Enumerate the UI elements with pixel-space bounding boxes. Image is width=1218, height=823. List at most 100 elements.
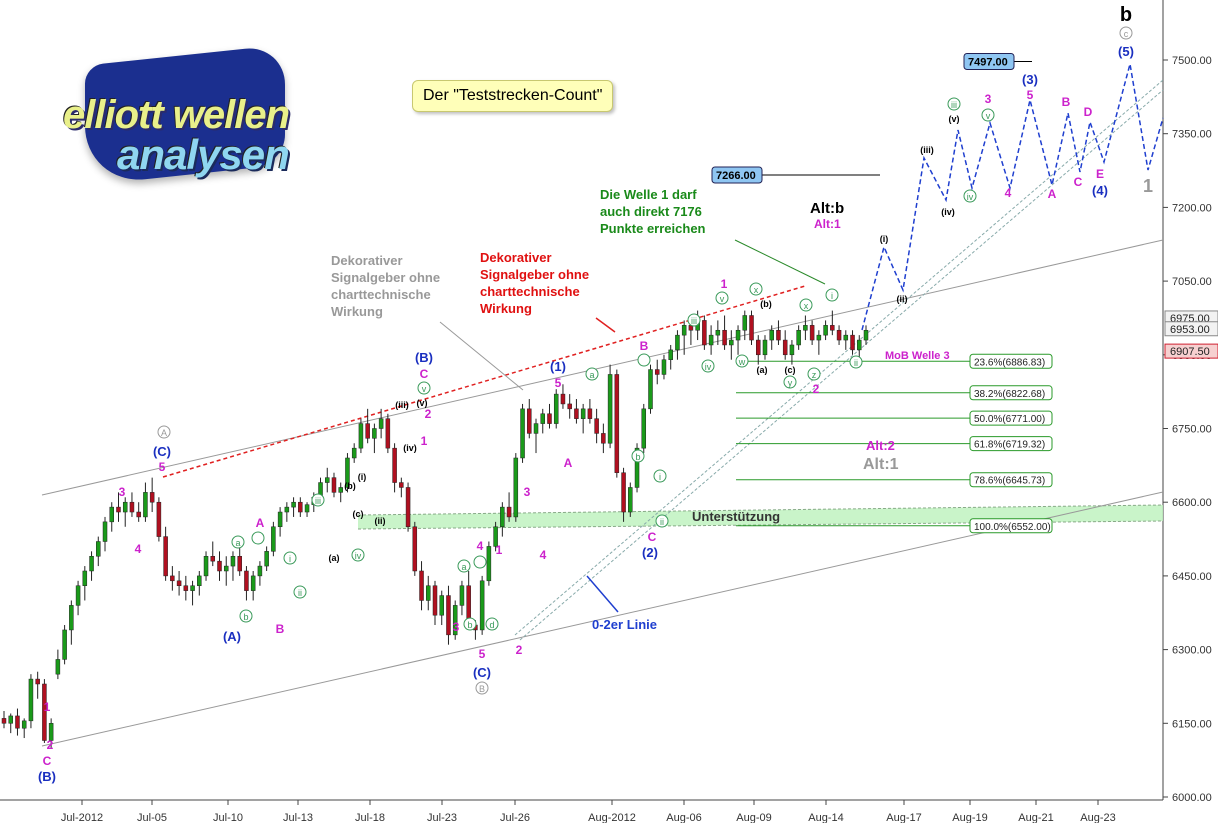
- wave-label-text: b: [635, 452, 640, 462]
- candle: [735, 325, 741, 355]
- wave-label-circled: [251, 531, 265, 545]
- price-label-text: 6907.50: [1170, 346, 1210, 358]
- candle: [122, 497, 128, 527]
- candle: [863, 325, 869, 345]
- candle-body: [735, 329, 741, 341]
- candle-body: [506, 506, 512, 518]
- candle: [257, 561, 263, 586]
- candle-body: [176, 580, 182, 586]
- wave-label: B: [640, 339, 649, 353]
- annotation-line: Dekorativer: [331, 253, 403, 268]
- candle-body: [594, 418, 599, 434]
- candle-body: [621, 472, 626, 513]
- candle-body: [836, 329, 842, 341]
- candle: [176, 570, 182, 596]
- candle: [277, 507, 283, 537]
- y-tick-label: 6450.00: [1172, 571, 1212, 583]
- wave-label-circled: v: [417, 381, 431, 395]
- annotation-altb: Alt:b: [810, 200, 844, 217]
- wave-label-circle: [463, 617, 477, 631]
- elliott-wellen-logo: elliott wellen analysen: [55, 44, 315, 195]
- candle: [69, 600, 74, 645]
- target-label-text: 7497.00: [968, 56, 1008, 68]
- candle-body: [217, 560, 222, 572]
- wave-label: (4): [1092, 183, 1108, 198]
- candle: [399, 477, 404, 498]
- candle: [527, 399, 532, 439]
- candlesticks: [1, 310, 869, 748]
- wave-label: (c): [785, 365, 796, 375]
- candle-body: [257, 565, 263, 577]
- candle-body: [8, 715, 13, 724]
- wave-label-text: B: [479, 684, 485, 694]
- wave-label: (i): [880, 234, 889, 244]
- candle-body: [385, 418, 391, 449]
- candle: [621, 467, 626, 522]
- wave-label-circle: [417, 381, 431, 395]
- wave-label-circled: y: [783, 375, 797, 389]
- wave-label: C: [43, 754, 52, 768]
- wave-label-circled: i: [283, 551, 297, 565]
- candle-body: [82, 570, 88, 586]
- candle-body: [197, 575, 202, 586]
- target-levels: 7497.00 7266.00: [711, 52, 1032, 184]
- fib-label-box: [969, 472, 1053, 488]
- wave-label: 2: [425, 407, 432, 421]
- candle: [372, 423, 377, 454]
- wave-label-circled: x: [749, 282, 763, 296]
- candle-body: [769, 329, 774, 341]
- candle-body: [116, 506, 121, 513]
- fib-label: 50.0%(6771.00): [969, 410, 1053, 426]
- candle: [250, 570, 256, 601]
- wave-label-circle: [311, 493, 325, 507]
- candle-body: [250, 575, 256, 591]
- candle-body: [102, 521, 108, 542]
- wave-label: 1: [421, 434, 428, 448]
- candle: [459, 580, 465, 616]
- candle: [614, 369, 620, 478]
- candle-body: [850, 334, 855, 351]
- wave-label-circle: [351, 548, 365, 562]
- candle: [419, 561, 424, 611]
- candle: [264, 546, 269, 571]
- candle-body: [345, 457, 350, 488]
- wave-label: A: [256, 516, 265, 530]
- candle: [553, 389, 559, 429]
- candle-body: [715, 329, 721, 336]
- wave-label: (b): [344, 481, 356, 491]
- candle-body: [843, 334, 849, 341]
- candle: [439, 590, 444, 626]
- candle: [149, 477, 155, 513]
- fib-label: 61.8%(6719.32): [969, 436, 1053, 452]
- wave-label-text: iii: [691, 316, 697, 326]
- annotation-line: charttechnische: [480, 284, 580, 299]
- annotation-line: Die Welle 1 darf: [600, 187, 697, 202]
- candle-body: [129, 501, 135, 513]
- logo-line2: analysen: [117, 131, 290, 178]
- candle: [358, 418, 364, 454]
- candle-body: [708, 334, 714, 346]
- wave-label-circled: B: [475, 681, 489, 695]
- x-tick-label: Jul-10: [213, 812, 243, 823]
- candle-body: [96, 541, 101, 557]
- candle-body: [756, 339, 761, 356]
- candle: [8, 713, 13, 734]
- logo-line1: elliott wellen: [63, 93, 290, 137]
- x-tick-label: Jul-13: [283, 812, 313, 823]
- wave-label-circled: a: [585, 367, 599, 381]
- wave-label: (iii): [920, 145, 934, 155]
- candle: [190, 580, 195, 606]
- wave-label-text: z: [812, 370, 817, 380]
- wave-label-circled: iii: [947, 97, 961, 111]
- candle-body: [560, 393, 566, 405]
- candle-body: [628, 487, 633, 513]
- wave-label: (1): [550, 359, 566, 374]
- candle-body: [580, 408, 586, 419]
- x-tick-label: Aug-23: [1080, 812, 1115, 823]
- y-tick-label: 7500.00: [1172, 55, 1212, 67]
- annotation-line: Wirkung: [480, 301, 532, 316]
- candle: [82, 566, 88, 601]
- wave-label-text: ii: [298, 588, 302, 598]
- target-label: 7266.00: [711, 166, 763, 184]
- candle-body: [338, 487, 343, 493]
